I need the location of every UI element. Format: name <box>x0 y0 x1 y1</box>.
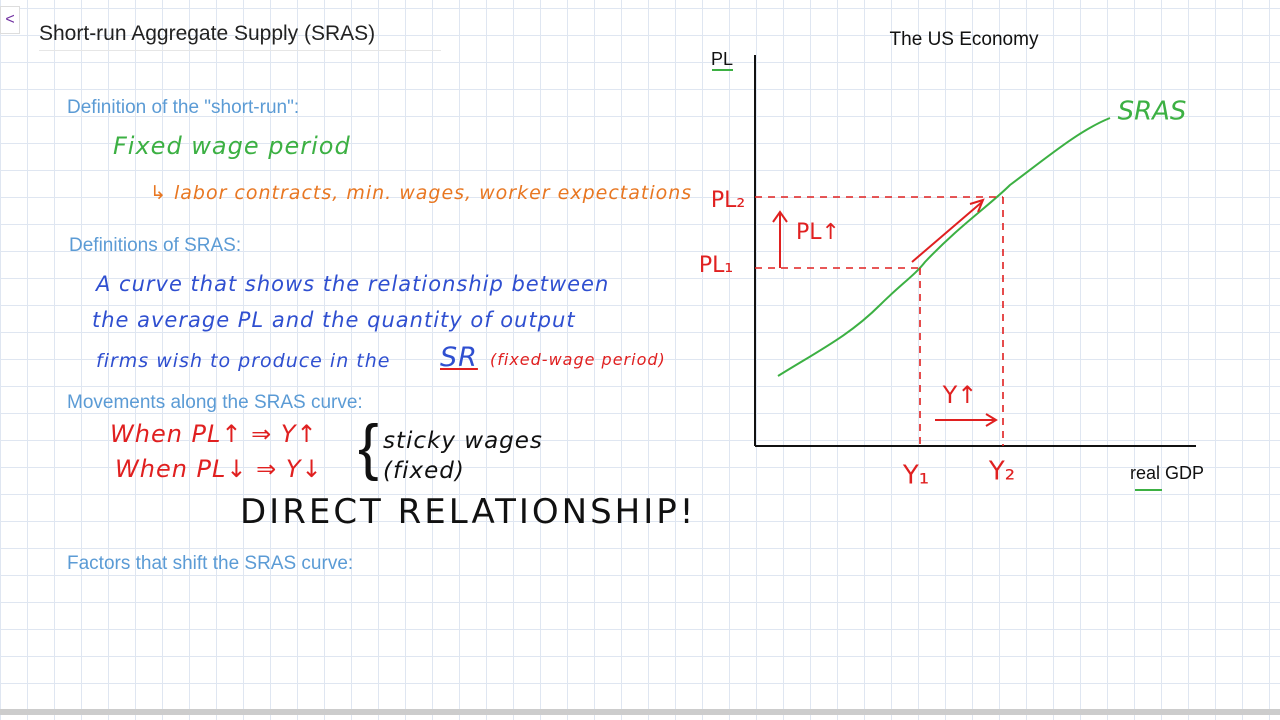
heading: Factors that shift the SRAS curve: <box>67 553 354 574</box>
arrow <box>772 210 788 268</box>
arrow <box>911 198 985 263</box>
curve-label: SRAS <box>1118 97 1187 127</box>
graph-title: The US Economy <box>890 29 1039 50</box>
heading: Definitions of SRAS: <box>69 235 242 256</box>
x-axis-label: real GDP <box>1130 463 1204 483</box>
note: (fixed-wage period) <box>490 350 666 369</box>
note: DIRECT RELATIONSHIP! <box>240 492 697 532</box>
note: When PL↑ ⇒ Y↑ <box>110 420 318 448</box>
heading: Definition of the "short-run": <box>67 97 300 118</box>
arrow <box>935 413 998 427</box>
pl-up-label: PL↑ <box>796 220 840 245</box>
arrow: ↳ <box>150 182 174 204</box>
pl2-label: PL₂ <box>711 188 745 213</box>
page-title: Short-run Aggregate Supply (SRAS) <box>39 22 441 51</box>
note: labor contracts, min. wages, worker expe… <box>173 182 693 204</box>
brace: { <box>358 413 379 482</box>
note: A curve that shows the relationship betw… <box>96 272 610 296</box>
y2-label: Y₂ <box>988 457 1015 487</box>
note: sticky wages <box>383 428 543 454</box>
back-button[interactable]: < <box>0 6 20 34</box>
pl1-label: PL₁ <box>699 253 733 278</box>
y-axis-label: PL <box>711 49 733 69</box>
y1-label: Y₁ <box>902 461 929 491</box>
y-up-label: Y↑ <box>942 381 978 409</box>
note: the average PL and the quantity of outpu… <box>92 308 576 332</box>
heading: Movements along the SRAS curve: <box>67 392 363 413</box>
note: (fixed) <box>383 458 465 484</box>
sras-curve <box>777 117 1111 377</box>
note: ↳ labor contracts, min. wages, worker ex… <box>150 182 692 204</box>
note: Fixed wage period <box>113 132 351 160</box>
note: firms wish to produce in the <box>96 350 391 372</box>
note: SR <box>440 342 478 373</box>
note: When PL↓ ⇒ Y↓ <box>115 455 323 483</box>
